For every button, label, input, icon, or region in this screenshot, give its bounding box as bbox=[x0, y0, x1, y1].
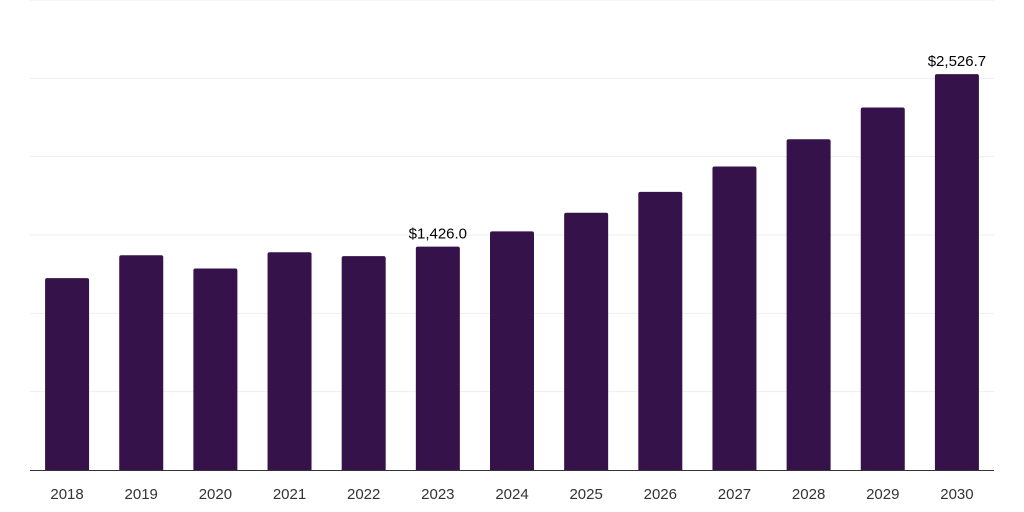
x-tick-label-2028: 2028 bbox=[792, 486, 825, 503]
x-tick-label-2021: 2021 bbox=[273, 486, 306, 503]
x-tick-label-2018: 2018 bbox=[50, 486, 83, 503]
x-tick-label-2022: 2022 bbox=[347, 486, 380, 503]
bar-2025 bbox=[564, 212, 609, 471]
bar-2029 bbox=[860, 107, 905, 470]
bar-2024 bbox=[490, 231, 534, 470]
bars bbox=[45, 74, 979, 471]
x-tick-label-2030: 2030 bbox=[940, 486, 973, 503]
bar-2022 bbox=[341, 256, 386, 470]
bar-2020 bbox=[193, 268, 238, 470]
x-tick-label-2029: 2029 bbox=[866, 486, 899, 503]
data-labels: $1,426.0 $2,526.7 bbox=[409, 53, 986, 242]
x-tick-label-2026: 2026 bbox=[644, 486, 677, 503]
bar-2030 bbox=[934, 74, 979, 470]
x-tick-label-2024: 2024 bbox=[495, 486, 528, 503]
data-label-2023: $1,426.0 bbox=[409, 226, 467, 243]
bar-2028 bbox=[786, 139, 831, 470]
x-tick-label-2027: 2027 bbox=[718, 486, 751, 503]
x-tick-labels: 2018 2019 2020 2021 2022 2023 2024 2025 2026 2027… bbox=[50, 486, 973, 503]
bar-2021 bbox=[267, 252, 312, 470]
bar-2023 bbox=[415, 246, 460, 470]
data-label-2030: $2,526.7 bbox=[928, 53, 986, 70]
bar-2018 bbox=[45, 278, 90, 470]
bar-2027 bbox=[712, 166, 757, 471]
x-tick-label-2025: 2025 bbox=[569, 486, 602, 503]
bar-2019 bbox=[119, 255, 164, 470]
x-tick-label-2019: 2019 bbox=[125, 486, 158, 503]
x-tick-label-2020: 2020 bbox=[199, 486, 232, 503]
bar-2026 bbox=[638, 191, 683, 471]
x-tick-label-2023: 2023 bbox=[421, 486, 454, 503]
